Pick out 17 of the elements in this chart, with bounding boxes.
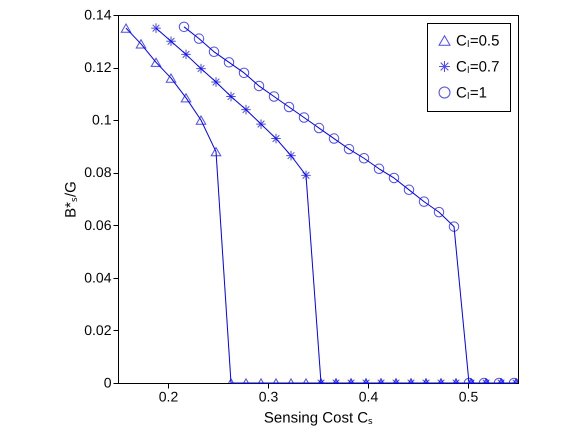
- y-tick-label: 0.02: [84, 322, 112, 338]
- x-axis-title: Sensing Cost Cₛ: [264, 410, 374, 426]
- x-tick-label: 0.2: [158, 388, 178, 404]
- y-tick-label: 0.12: [84, 59, 112, 76]
- y-tick-label: 0.14: [84, 6, 112, 22]
- y-tick-label: 0.08: [84, 164, 112, 180]
- y-tick-label: 0.04: [84, 269, 112, 286]
- legend-label: Cₗ=1: [456, 84, 487, 102]
- x-tick-label: 0.5: [458, 388, 478, 404]
- x-tick-label: 0.3: [258, 388, 278, 404]
- legend-label: Cₗ=0.7: [456, 58, 500, 76]
- x-tick-label: 0.4: [358, 388, 378, 404]
- y-tick-label: 0.1: [92, 112, 112, 128]
- y-tick-label: 0: [104, 374, 112, 390]
- y-axis-title: B*ₛ/G: [62, 181, 80, 218]
- legend-label: Cₗ=0.5: [456, 32, 500, 50]
- y-tick-label: 0.06: [84, 216, 112, 233]
